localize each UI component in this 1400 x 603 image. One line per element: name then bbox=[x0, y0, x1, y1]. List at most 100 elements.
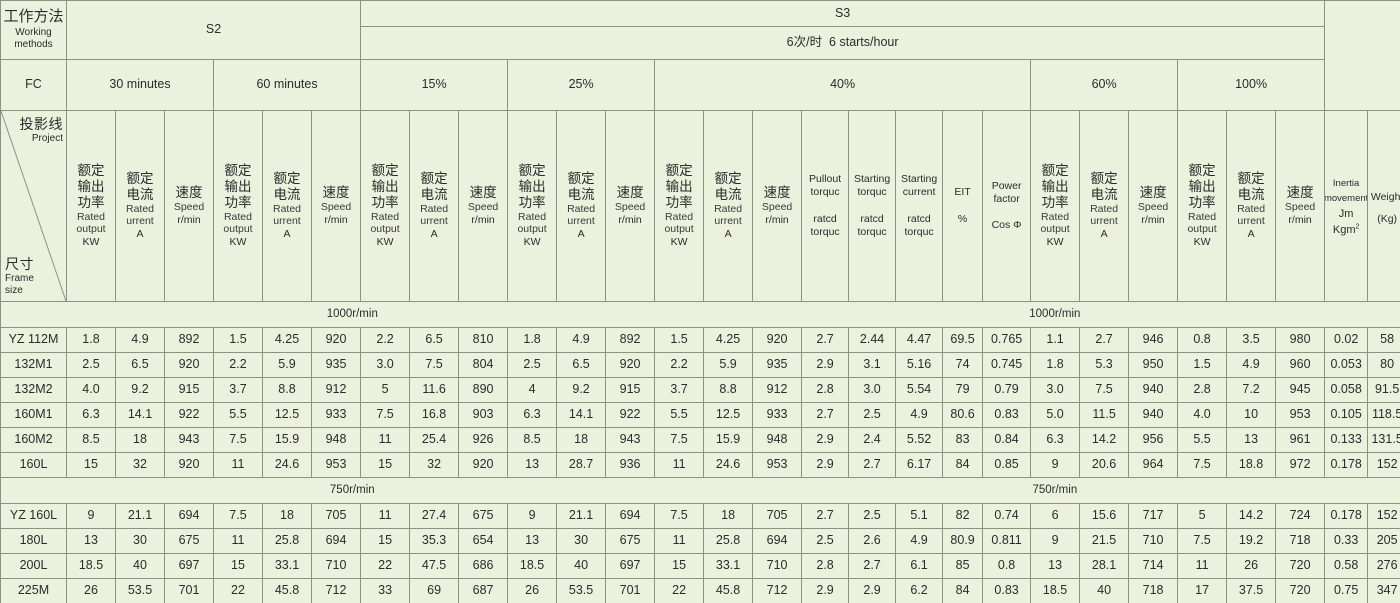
row-frame-size: 200L bbox=[0, 553, 67, 579]
cell-s3_100_kw: 2.8 bbox=[1177, 377, 1228, 403]
col-header-weight: Weight (Kg) bbox=[1367, 110, 1400, 302]
cell-s3_15_a: 7.5 bbox=[409, 352, 460, 378]
unit-label: r/min bbox=[324, 213, 348, 226]
cell-s3_15_kw: 3.0 bbox=[360, 352, 411, 378]
cell-s3_25_a: 30 bbox=[556, 528, 607, 554]
cell-weight: 80 bbox=[1367, 352, 1400, 378]
cell-s3_25_kw: 18.5 bbox=[507, 553, 558, 579]
table-row: 200L 18.5 40 697 15 33.1 710 22 47.5 686 18.5 40 697… bbox=[0, 553, 1400, 579]
en-line-2: output bbox=[1187, 223, 1217, 236]
cell-s3_100_rpm: 961 bbox=[1275, 427, 1326, 453]
en-line-1: Rated bbox=[567, 202, 596, 215]
cell-s3_60_kw: 5.0 bbox=[1030, 402, 1081, 428]
col-header-s3-100-rated-output: 额定 输出 功率 Rated output KW bbox=[1177, 110, 1228, 302]
starts-cn: 6次/时 bbox=[786, 35, 823, 50]
zh-line-1: 额定 bbox=[77, 162, 105, 178]
cell-inertia: 0.053 bbox=[1324, 352, 1369, 378]
cell-s3_25_a: 21.1 bbox=[556, 503, 607, 529]
unit-label: r/min bbox=[765, 213, 789, 226]
col-header-s3-15-speed: 速度 Speed r/min bbox=[458, 110, 509, 302]
duty-group-40: 40% bbox=[654, 59, 1032, 111]
cell-s2_30_kw: 26 bbox=[66, 578, 116, 603]
starts-en: 6 starts/hour bbox=[829, 35, 899, 50]
cell-s3_15_rpm: 686 bbox=[458, 553, 509, 579]
zh-line-1: 额定 bbox=[1237, 170, 1265, 186]
cell-s2_30_a: 14.1 bbox=[115, 402, 165, 428]
header-row-starts: 6次/时 6 starts/hour bbox=[1, 26, 1400, 60]
header-row-duty-class: 工作方法 Working methods S2 S3 bbox=[0, 0, 1400, 111]
cell-s2_30_a: 21.1 bbox=[115, 503, 165, 529]
col-header-s3-40-speed: 速度 Speed r/min bbox=[752, 110, 803, 302]
cell-s3_60_rpm: 964 bbox=[1128, 452, 1179, 478]
cell-s3_100_rpm: 724 bbox=[1275, 503, 1326, 529]
duty-group-30min: 30 minutes bbox=[66, 59, 214, 111]
cell-s3_40_kw: 11 bbox=[654, 528, 705, 554]
project-label-en: Project bbox=[31, 132, 63, 144]
en-line-1: Rated bbox=[76, 210, 105, 223]
cell-s2_30_rpm: 943 bbox=[164, 427, 214, 453]
en-line-2: output bbox=[76, 223, 106, 236]
en-line-1: Rated bbox=[420, 202, 449, 215]
cell-eit: 74 bbox=[942, 352, 984, 378]
en-line-1: Speed bbox=[467, 201, 499, 214]
cell-s3_15_a: 11.6 bbox=[409, 377, 460, 403]
cell-power_factor: 0.765 bbox=[982, 327, 1032, 353]
col-header-s2-30-rated-current: 额定 电流 Rated urrent A bbox=[115, 110, 165, 302]
en-line-1: Speed bbox=[1137, 201, 1169, 214]
header-row-fc: FC 30 minutes 60 minutes 15% 25% 40% 60%… bbox=[0, 59, 1400, 111]
cell-s2_30_a: 4.9 bbox=[115, 327, 165, 353]
cell-s3_40_kw: 7.5 bbox=[654, 427, 705, 453]
cell-s3_25_a: 53.5 bbox=[556, 578, 607, 603]
cell-s3_25_rpm: 943 bbox=[605, 427, 656, 453]
header-row-columns: 投影线 Project 尺寸 Frame size 额定 bbox=[0, 110, 1400, 302]
cell-eit: 69.5 bbox=[942, 327, 984, 353]
cell-s3_40_rpm: 712 bbox=[752, 578, 803, 603]
cell-s3_60_a: 20.6 bbox=[1079, 452, 1130, 478]
cell-s2_60_kw: 7.5 bbox=[213, 427, 263, 453]
cell-s3_100_kw: 5 bbox=[1177, 503, 1228, 529]
zh-line-1: 额定 bbox=[420, 170, 448, 186]
col-header-s3-60-rated-current: 额定 电流 Rated urrent A bbox=[1079, 110, 1130, 302]
duty-group-60min: 60 minutes bbox=[212, 59, 362, 111]
cell-s2_30_rpm: 920 bbox=[164, 452, 214, 478]
cell-s2_30_kw: 13 bbox=[66, 528, 116, 554]
cell-s3_15_rpm: 903 bbox=[458, 402, 509, 428]
table-row: 160M1 6.3 14.1 922 5.5 12.5 933 7.5 16.8 903 6.3 14… bbox=[0, 402, 1400, 428]
en-line-1: Speed bbox=[320, 201, 352, 214]
cell-s3_100_rpm: 960 bbox=[1275, 352, 1326, 378]
cell-s3_40_kw: 22 bbox=[654, 578, 705, 603]
cell-s2_60_kw: 1.5 bbox=[213, 327, 263, 353]
cell-s3_60_a: 2.7 bbox=[1079, 327, 1130, 353]
line-1: EIT bbox=[954, 186, 971, 199]
unit-label: KW bbox=[670, 235, 688, 248]
cell-s2_30_kw: 15 bbox=[66, 452, 116, 478]
cell-s3_25_rpm: 694 bbox=[605, 503, 656, 529]
cell-s3_25_a: 4.9 bbox=[556, 327, 607, 353]
col-header-s2-60-rated-output: 额定 输出 功率 Rated output KW bbox=[213, 110, 263, 302]
cell-weight: 91.5 bbox=[1367, 377, 1400, 403]
cell-pullout_torque: 2.9 bbox=[801, 352, 850, 378]
line-1: Power bbox=[991, 179, 1022, 192]
cell-s2_60_a: 24.6 bbox=[262, 452, 312, 478]
zh-line-2: 电流 bbox=[567, 186, 595, 202]
cell-s2_60_rpm: 920 bbox=[310, 327, 362, 353]
line-2: % bbox=[957, 213, 968, 225]
table-body: 1000r/min 1000r/min YZ 112M 1.8 4.9 892 1.5 4.2… bbox=[0, 301, 1400, 603]
cell-s3_60_rpm: 946 bbox=[1128, 327, 1179, 353]
en-line-2: urrent bbox=[273, 215, 301, 228]
zh-line-1: 速度 bbox=[175, 185, 203, 201]
cell-s3_40_rpm: 694 bbox=[752, 528, 803, 554]
zh-line-1: 额定 bbox=[1041, 162, 1069, 178]
cell-s3_100_a: 13 bbox=[1226, 427, 1277, 453]
table-row: 225M 26 53.5 701 22 45.8 712 33 69 687 26 53.5 701 22… bbox=[0, 578, 1400, 603]
working-methods-en2: methods bbox=[14, 39, 53, 51]
cell-s3_25_kw: 26 bbox=[507, 578, 558, 603]
en-line-1: Rated bbox=[125, 202, 155, 215]
cell-s3_15_rpm: 810 bbox=[458, 327, 509, 353]
cell-s3_25_kw: 9 bbox=[507, 503, 558, 529]
cell-s3_25_kw: 13 bbox=[507, 528, 558, 554]
cell-s3_15_rpm: 687 bbox=[458, 578, 509, 603]
cell-s3_15_rpm: 675 bbox=[458, 503, 509, 529]
cell-s3_15_a: 25.4 bbox=[409, 427, 460, 453]
diagonal-divider-icon bbox=[1, 111, 66, 301]
